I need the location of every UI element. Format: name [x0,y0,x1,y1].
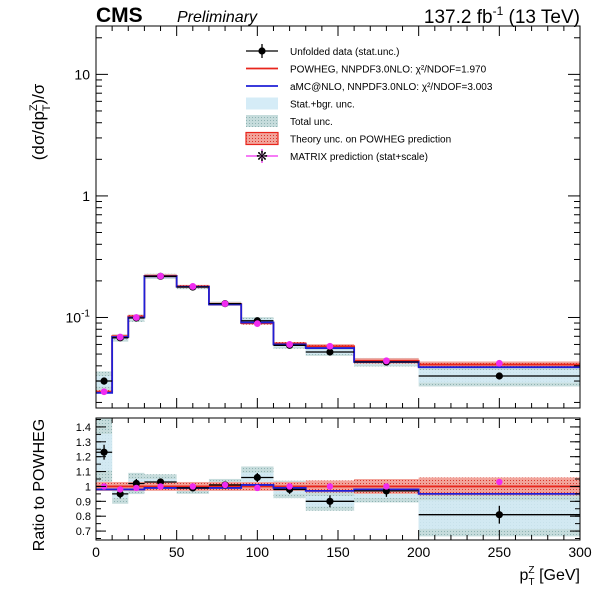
main-ytick-label: 10-1 [66,308,91,325]
legend-label: Theory unc. on POWHEG prediction [290,135,451,146]
ratio-ylabel: Ratio to POWHEG [31,419,48,551]
ratio-data-point [382,487,390,495]
ratio-data-point [132,479,140,488]
main-data-point [326,348,334,356]
ratio-ytick-label: 1.4 [76,422,91,434]
legend-label: aMC@NLO, NNPDF3.0NLO: χ²/NDOF=3.003 [290,82,493,93]
main-matrix-point [116,333,124,341]
ratio-matrix-point [286,483,293,490]
ratio-matrix-point [157,483,164,490]
main-matrix-point [189,283,197,290]
main-ytick-label: 10 [74,66,90,82]
legend-marker-stat-band [246,97,278,110]
main-matrix-point [495,359,503,367]
ratio-data-point [100,448,108,456]
legend-marker-total-band [246,115,278,127]
main-matrix-point [221,300,229,308]
ratio-data-point [495,511,503,519]
ratio-matrix-point [221,481,229,489]
ratio-matrix-point [326,483,334,490]
legend: Unfolded data (stat.unc.) POWHEG, NNPDF3.… [245,44,493,164]
ratio-data-point [156,478,165,486]
ratio-xtick-label: 100 [246,544,270,560]
main-matrix-point [132,314,140,321]
ratio-ytick-label: 0.9 [76,496,91,508]
ratio-xtick-label: 250 [488,544,512,560]
ratio-xtick-label: 300 [568,544,592,560]
experiment-label: CMS [96,4,143,27]
ratio-ytick-label: 0.8 [76,511,91,523]
main-matrix-point [100,388,108,396]
ratio-matrix-point [496,478,503,486]
ratio-uncertainty-bands [96,418,580,537]
ratio-matrix-point [133,484,140,492]
main-matrix-point [326,342,334,350]
ratio-ytick-label: 1 [85,481,91,493]
ratio-ytick-label: 0.7 [76,526,91,538]
status-label: Preliminary [177,9,258,26]
legend-label: MATRIX prediction (stat+scale) [290,152,428,163]
ratio-matrix-point [189,483,196,490]
main-axes: 10 1 10-1 [66,26,581,408]
ratio-data-points [96,444,580,524]
main-matrix-point [383,357,390,365]
ratio-xlabel: pZ T [GeV] [520,565,580,588]
ratio-matrix-point [383,483,390,490]
ratio-ytick-label: 1.3 [76,437,91,449]
ratio-data-point [326,497,334,505]
ratio-ytick-label: 1.2 [76,452,91,464]
legend-label: Total unc. [290,117,333,128]
legend-label: POWHEG, NNPDF3.0NLO: χ²/NDOF=1.970 [290,65,487,76]
main-data-points [96,272,580,396]
legend-marker-theory-band [245,131,279,146]
ratio-matrix-point [117,486,124,493]
main-ylabel: (dσ/dpZT)/σ [28,83,53,160]
ratio-xtick-label: 0 [92,544,100,560]
legend-label: Stat.+bgr. unc. [290,100,355,111]
lumi-label: 137.2 fb-1 (13 TeV) [424,4,580,28]
ratio-xtick-label: 200 [407,544,431,560]
ratio-matrix-point [254,484,261,492]
ratio-xtick-label: 150 [326,544,350,560]
main-data-point [100,377,108,385]
legend-marker-data [258,47,266,55]
main-data-point [495,372,503,380]
main-ytick-label: 1 [82,188,90,204]
legend-label: Unfolded data (stat.unc.) [290,47,400,58]
ratio-xtick-label: 50 [169,544,185,560]
ratio-axes: 0.7 0.8 0.9 1 1.1 1.2 1.3 1.4 0 50 100 150 200 250 300 [76,418,592,560]
main-matrix-point [253,320,261,328]
main-matrix-point [157,272,164,280]
ratio-data-point [253,473,261,482]
legend-marker-matrix-star: ❋ [256,148,268,164]
ratio-ytick-label: 1.1 [76,467,91,479]
ratio-data-point [116,490,124,498]
main-matrix-point [286,341,293,348]
